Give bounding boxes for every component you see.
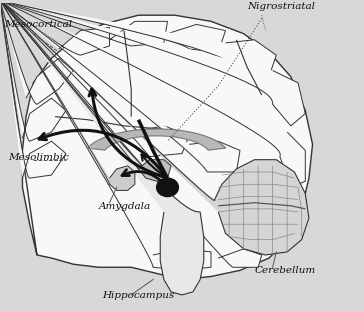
PathPatch shape — [189, 141, 240, 172]
PathPatch shape — [110, 21, 167, 46]
PathPatch shape — [23, 15, 313, 280]
PathPatch shape — [23, 141, 66, 178]
PathPatch shape — [110, 166, 135, 190]
Text: Amygdala: Amygdala — [99, 202, 151, 211]
Polygon shape — [88, 129, 226, 150]
PathPatch shape — [160, 212, 204, 295]
PathPatch shape — [23, 98, 66, 141]
PathPatch shape — [131, 126, 189, 157]
Text: Mesocortical: Mesocortical — [4, 21, 72, 30]
PathPatch shape — [153, 249, 211, 270]
Text: Mesolimbic: Mesolimbic — [8, 153, 69, 162]
Text: Nigrostriatal: Nigrostriatal — [247, 2, 315, 11]
Circle shape — [157, 178, 178, 197]
Text: Hippocampus: Hippocampus — [102, 291, 174, 300]
PathPatch shape — [218, 249, 262, 267]
Text: Cerebellum: Cerebellum — [254, 267, 316, 276]
PathPatch shape — [280, 132, 305, 187]
PathPatch shape — [226, 40, 276, 77]
PathPatch shape — [138, 160, 171, 181]
PathPatch shape — [59, 27, 110, 55]
PathPatch shape — [26, 58, 73, 104]
PathPatch shape — [167, 25, 226, 52]
PathPatch shape — [215, 160, 309, 255]
PathPatch shape — [273, 71, 305, 126]
